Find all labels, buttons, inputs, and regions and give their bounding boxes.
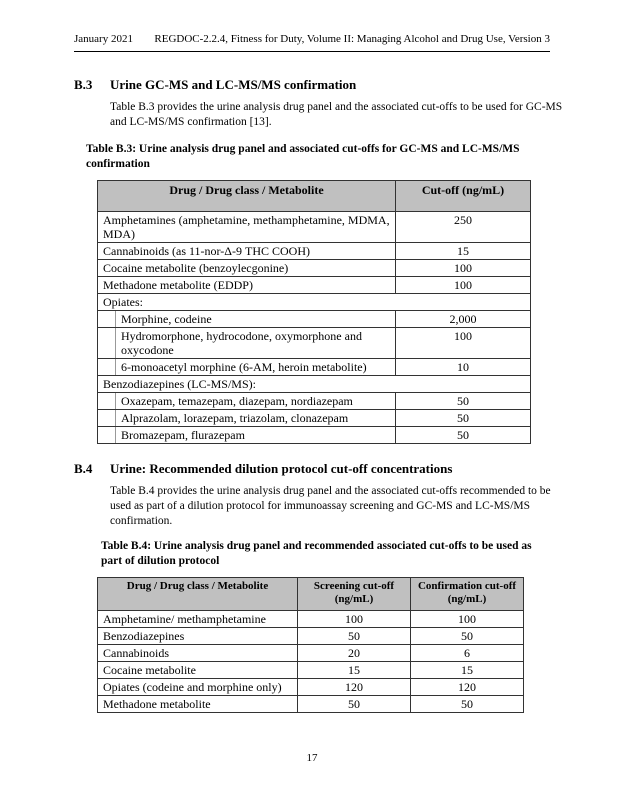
drug-cell: 6-monoacetyl morphine (6-AM, heroin meta…: [115, 358, 396, 376]
confirmation-cutoff-cell: 120: [410, 678, 524, 696]
drug-cell: Cocaine metabolite (benzoylecgonine): [97, 259, 396, 277]
screening-cutoff-cell: 100: [297, 610, 411, 628]
drug-cell: Hydromorphone, hydrocodone, oxymorphone …: [115, 327, 396, 359]
drug-cell: Benzodiazepines: [97, 627, 298, 645]
page-number: 17: [306, 752, 318, 764]
confirmation-cutoff-cell: 15: [410, 661, 524, 679]
table-b3-col-header-drug: Drug / Drug class / Metabolite: [97, 180, 396, 212]
table-row: Methadone metabolite (EDDP) 100: [97, 276, 531, 294]
screening-cutoff-cell: 50: [297, 695, 411, 713]
table-row: Cannabinoids (as 11-nor-Δ-9 THC COOH) 15: [97, 242, 531, 260]
table-row: Amphetamine/ methamphetamine 100 100: [97, 610, 524, 628]
section-b4-heading: B.4 Urine: Recommended dilution protocol…: [74, 461, 550, 477]
table-row: Hydromorphone, hydrocodone, oxymorphone …: [97, 327, 531, 359]
table-b4-col-header-screening: Screening cut-off (ng/mL): [297, 577, 411, 611]
cutoff-cell: 100: [395, 259, 531, 277]
drug-cell: Amphetamine/ methamphetamine: [97, 610, 298, 628]
drug-group-cell: Opiates:: [97, 293, 531, 311]
drug-cell: Methadone metabolite: [97, 695, 298, 713]
cutoff-cell: 50: [395, 409, 531, 427]
cutoff-cell: 100: [395, 276, 531, 294]
indent-spacer-cell: [97, 409, 116, 427]
section-b3-title: Urine GC-MS and LC-MS/MS confirmation: [110, 77, 357, 92]
table-row: Alprazolam, lorazepam, triazolam, clonaz…: [97, 409, 531, 427]
confirmation-cutoff-cell: 50: [410, 627, 524, 645]
screening-cutoff-cell: 15: [297, 661, 411, 679]
table-row: Amphetamines (amphetamine, methamphetami…: [97, 211, 531, 243]
cutoff-cell: 10: [395, 358, 531, 376]
table-row: 6-monoacetyl morphine (6-AM, heroin meta…: [97, 358, 531, 376]
drug-group-cell: Benzodiazepines (LC-MS/MS):: [97, 375, 531, 393]
cutoff-cell: 50: [395, 426, 531, 444]
drug-cell: Opiates (codeine and morphine only): [97, 678, 298, 696]
table-b4: Drug / Drug class / Metabolite Screening…: [97, 577, 524, 713]
screening-cutoff-cell: 50: [297, 627, 411, 645]
section-b3-intro: Table B.3 provides the urine analysis dr…: [110, 101, 563, 128]
confirmation-cutoff-cell: 100: [410, 610, 524, 628]
cutoff-cell: 15: [395, 242, 531, 260]
table-b3-caption: Table B.3: Urine analysis drug panel and…: [86, 143, 520, 170]
cutoff-cell: 2,000: [395, 310, 531, 328]
indent-spacer-cell: [97, 426, 116, 444]
table-b4-col-header-drug: Drug / Drug class / Metabolite: [97, 577, 298, 611]
cutoff-cell: 100: [395, 327, 531, 359]
section-b3-number: B.3: [74, 77, 93, 92]
cutoff-cell: 50: [395, 392, 531, 410]
indent-spacer-cell: [97, 310, 116, 328]
drug-cell: Methadone metabolite (EDDP): [97, 276, 396, 294]
table-row: Cocaine metabolite 15 15: [97, 661, 524, 679]
page-footer: 17: [0, 752, 624, 765]
header-doc-title: REGDOC-2.2.4, Fitness for Duty, Volume I…: [154, 33, 550, 45]
table-row: Opiates (codeine and morphine only) 120 12…: [97, 678, 524, 696]
section-b4-intro: Table B.4 provides the urine analysis dr…: [110, 485, 551, 527]
table-row: Oxazepam, temazepam, diazepam, nordiazep…: [97, 392, 531, 410]
table-row: Bromazepam, flurazepam 50: [97, 426, 531, 444]
drug-cell: Oxazepam, temazepam, diazepam, nordiazep…: [115, 392, 396, 410]
section-b4-number: B.4: [74, 461, 93, 476]
drug-cell: Cannabinoids: [97, 644, 298, 662]
table-b4-caption: Table B.4: Urine analysis drug panel and…: [101, 540, 532, 567]
table-row: Opiates:: [97, 293, 531, 311]
section-b3-heading: B.3 Urine GC-MS and LC-MS/MS confirmatio…: [74, 77, 550, 93]
indent-spacer-cell: [97, 392, 116, 410]
indent-spacer-cell: [97, 358, 116, 376]
table-b4-col-header-confirmation: Confirmation cut-off (ng/mL): [410, 577, 524, 611]
screening-cutoff-cell: 120: [297, 678, 411, 696]
table-row: Cannabinoids 20 6: [97, 644, 524, 662]
page-header: January 2021 REGDOC-2.2.4, Fitness for D…: [74, 33, 550, 52]
table-row: Morphine, codeine 2,000: [97, 310, 531, 328]
screening-cutoff-cell: 20: [297, 644, 411, 662]
section-b4-title: Urine: Recommended dilution protocol cut…: [110, 461, 453, 476]
indent-spacer-cell: [97, 327, 116, 359]
confirmation-cutoff-cell: 50: [410, 695, 524, 713]
table-b4-header-row: Drug / Drug class / Metabolite Screening…: [97, 577, 524, 611]
table-row: Benzodiazepines 50 50: [97, 627, 524, 645]
table-row: Cocaine metabolite (benzoylecgonine) 100: [97, 259, 531, 277]
drug-cell: Morphine, codeine: [115, 310, 396, 328]
header-date: January 2021: [74, 33, 133, 45]
drug-cell: Cocaine metabolite: [97, 661, 298, 679]
table-b3-header-row: Drug / Drug class / Metabolite Cut-off (…: [97, 180, 531, 212]
drug-cell: Bromazepam, flurazepam: [115, 426, 396, 444]
drug-cell: Cannabinoids (as 11-nor-Δ-9 THC COOH): [97, 242, 396, 260]
confirmation-cutoff-cell: 6: [410, 644, 524, 662]
table-row: Methadone metabolite 50 50: [97, 695, 524, 713]
drug-cell: Amphetamines (amphetamine, methamphetami…: [97, 211, 396, 243]
table-b3: Drug / Drug class / Metabolite Cut-off (…: [97, 180, 531, 444]
cutoff-cell: 250: [395, 211, 531, 243]
drug-cell: Alprazolam, lorazepam, triazolam, clonaz…: [115, 409, 396, 427]
table-b3-col-header-cutoff: Cut-off (ng/mL): [395, 180, 531, 212]
table-row: Benzodiazepines (LC-MS/MS):: [97, 375, 531, 393]
